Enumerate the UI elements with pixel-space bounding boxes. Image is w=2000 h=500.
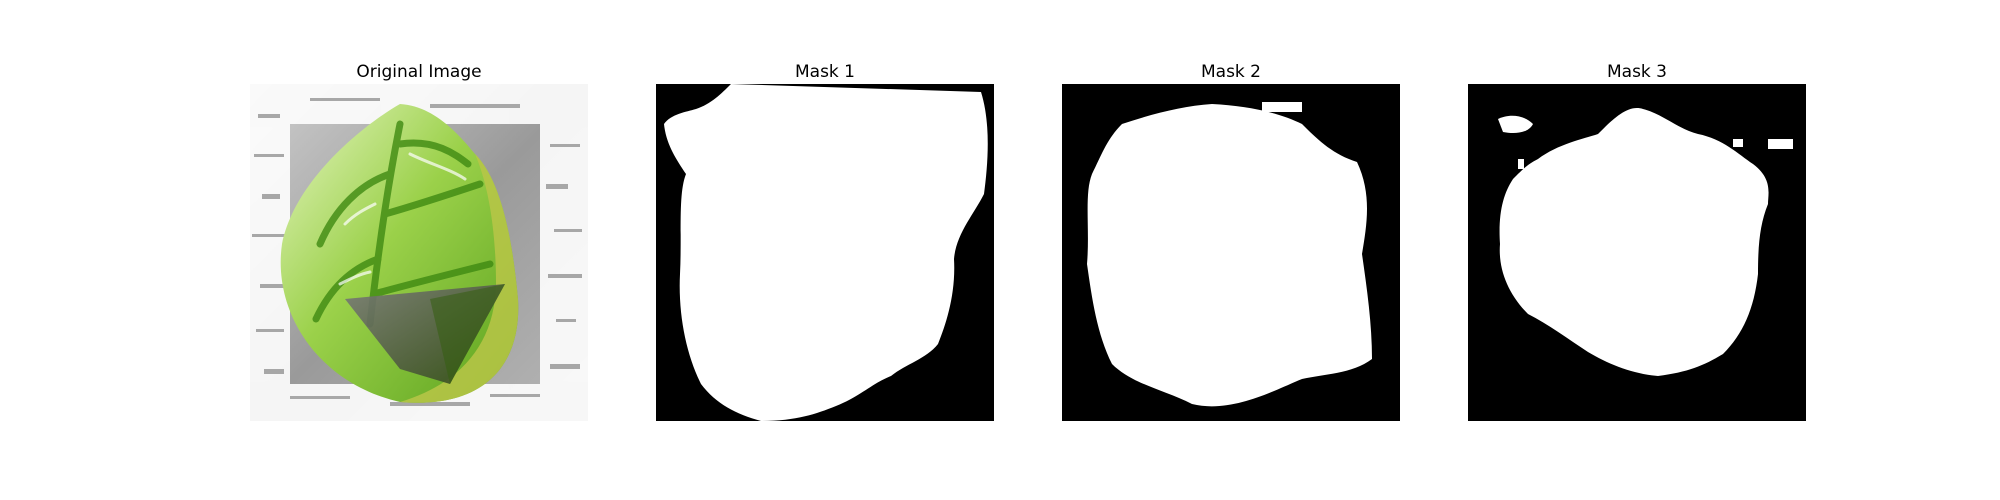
mask-2-title: Mask 2 bbox=[1200, 62, 1261, 82]
mask-3-image bbox=[1468, 84, 1806, 421]
mask-2-image bbox=[1062, 84, 1400, 421]
mask-2-panel: Mask 2 bbox=[1062, 60, 1400, 421]
original-image-title: Original Image bbox=[356, 62, 482, 82]
mask-3-title: Mask 3 bbox=[1606, 62, 1667, 82]
original-leaf-image bbox=[250, 84, 588, 421]
mask-1-panel: Mask 1 bbox=[656, 60, 994, 421]
mask-1-title: Mask 1 bbox=[794, 62, 855, 82]
original-image-panel: Original Image bbox=[250, 60, 588, 421]
mask-1-image bbox=[656, 84, 994, 421]
mask-3-panel: Mask 3 bbox=[1468, 60, 1806, 421]
